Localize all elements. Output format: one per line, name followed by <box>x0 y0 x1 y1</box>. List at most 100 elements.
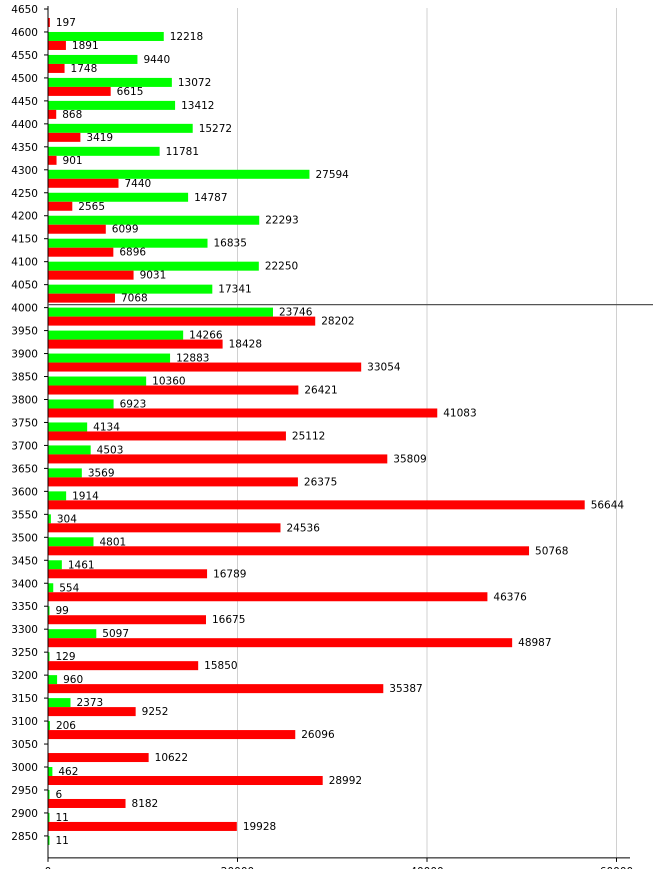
bar-label-4400-series-1: 15272 <box>199 123 232 135</box>
x-tick-label-40000: 40000 <box>410 866 443 869</box>
bar-label-4400-series-2: 3419 <box>86 132 113 144</box>
y-tick-label-3700: 3700 <box>11 440 38 452</box>
bar-label-4350-series-1: 11781 <box>166 146 199 158</box>
bar-label-3600-series-2: 56644 <box>591 499 625 511</box>
y-tick-label-3150: 3150 <box>11 693 38 705</box>
y-tick-label-3000: 3000 <box>11 762 38 774</box>
bar-4150-series-1 <box>48 238 208 248</box>
bar-label-2900-series-2: 19928 <box>243 821 276 833</box>
bar-3150-series-1 <box>48 698 71 708</box>
bar-label-3000-series-2: 28992 <box>329 775 362 787</box>
bar-2900-series-1 <box>48 812 50 822</box>
bar-3350-series-2 <box>48 615 206 625</box>
bar-label-4300-series-1: 27594 <box>315 169 349 181</box>
bar-label-4550-series-2: 1748 <box>71 63 98 75</box>
y-tick-label-3800: 3800 <box>11 394 38 406</box>
y-tick-label-2950: 2950 <box>11 785 38 797</box>
bar-4550-series-2 <box>48 63 65 73</box>
bar-label-2950-series-1: 6 <box>56 789 63 801</box>
y-tick-label-4000: 4000 <box>11 303 38 315</box>
bar-3100-series-2 <box>48 730 296 740</box>
bar-label-3400-series-1: 554 <box>59 582 79 594</box>
bar-label-3800-series-2: 41083 <box>443 407 476 419</box>
bar-label-3950-series-2: 18428 <box>229 339 262 351</box>
bar-label-4600-series-1: 12218 <box>170 31 203 43</box>
bar-label-3750-series-1: 4134 <box>93 421 120 433</box>
y-tick-label-4200: 4200 <box>11 211 38 223</box>
y-tick-label-4450: 4450 <box>11 96 38 108</box>
y-tick-label-4250: 4250 <box>11 188 38 200</box>
bar-3950-series-2 <box>48 339 223 349</box>
y-tick-label-3600: 3600 <box>11 486 38 498</box>
y-tick-label-4100: 4100 <box>11 257 38 269</box>
bar-3450-series-2 <box>48 569 208 579</box>
bar-3350-series-1 <box>48 606 50 616</box>
bar-4100-series-1 <box>48 261 259 271</box>
bar-label-4150-series-1: 16835 <box>214 238 247 250</box>
bar-3700-series-2 <box>48 454 388 464</box>
bar-3650-series-2 <box>48 477 298 487</box>
bar-3250-series-2 <box>48 661 199 671</box>
bar-2900-series-2 <box>48 821 237 831</box>
y-tick-label-4150: 4150 <box>11 234 38 246</box>
bar-label-3350-series-2: 16675 <box>212 614 245 626</box>
bar-label-3550-series-2: 24536 <box>286 522 320 534</box>
bar-label-2900-series-1: 11 <box>56 812 69 824</box>
bar-label-3900-series-2: 33054 <box>367 362 401 374</box>
bar-label-4200-series-1: 22293 <box>265 215 298 227</box>
bar-3200-series-1 <box>48 675 58 685</box>
bar-4200-series-1 <box>48 215 260 225</box>
bar-label-4600-series-2: 1891 <box>72 40 99 52</box>
bar-label-3200-series-1: 960 <box>63 674 83 686</box>
bar-3250-series-1 <box>48 652 50 662</box>
bar-2850-series-1 <box>48 835 50 845</box>
bar-3500-series-1 <box>48 537 94 547</box>
bar-4200-series-2 <box>48 224 106 234</box>
bar-3750-series-2 <box>48 431 286 441</box>
bar-4100-series-2 <box>48 270 134 280</box>
y-tick-label-4500: 4500 <box>11 73 38 85</box>
bar-label-3700-series-1: 4503 <box>97 444 124 456</box>
bar-4300-series-1 <box>48 169 310 179</box>
bar-label-3650-series-2: 26375 <box>304 476 337 488</box>
bar-3200-series-2 <box>48 684 384 694</box>
bar-3300-series-1 <box>48 629 97 639</box>
y-tick-label-4300: 4300 <box>11 165 38 177</box>
y-tick-label-3250: 3250 <box>11 647 38 659</box>
bar-label-3700-series-2: 35809 <box>393 453 426 465</box>
y-tick-label-3100: 3100 <box>11 716 38 728</box>
bar-label-4350-series-2: 901 <box>63 155 83 167</box>
bar-4650-series-2 <box>48 18 50 27</box>
bar-label-3250-series-2: 15850 <box>204 660 237 672</box>
y-tick-label-3750: 3750 <box>11 417 38 429</box>
bar-label-3850-series-2: 26421 <box>304 385 337 397</box>
bar-3600-series-2 <box>48 500 585 510</box>
bar-label-4050-series-2: 7068 <box>121 293 148 305</box>
bar-label-4000-series-1: 23746 <box>279 307 313 319</box>
bar-3700-series-1 <box>48 445 91 455</box>
bar-label-4200-series-2: 6099 <box>112 224 139 236</box>
bar-3550-series-2 <box>48 523 281 533</box>
bar-4300-series-2 <box>48 178 119 188</box>
y-tick-label-3900: 3900 <box>11 349 38 361</box>
bar-label-4450-series-2: 868 <box>62 109 82 121</box>
bar-label-3150-series-1: 2373 <box>76 697 103 709</box>
y-tick-label-3950: 3950 <box>11 326 38 338</box>
bar-3400-series-1 <box>48 583 54 593</box>
bar-label-3300-series-2: 48987 <box>518 637 551 649</box>
bar-label-2950-series-2: 8182 <box>132 798 159 810</box>
bar-label-4250-series-1: 14787 <box>194 192 227 204</box>
bar-4450-series-2 <box>48 109 57 119</box>
bar-4600-series-1 <box>48 31 164 41</box>
y-tick-label-3300: 3300 <box>11 624 38 636</box>
bar-4500-series-2 <box>48 86 111 96</box>
bar-3800-series-2 <box>48 408 438 418</box>
bar-3850-series-2 <box>48 385 299 395</box>
bar-label-3600-series-1: 1914 <box>72 490 99 502</box>
y-tick-label-3400: 3400 <box>11 578 38 590</box>
bar-label-4100-series-1: 22250 <box>265 261 298 273</box>
y-tick-label-4400: 4400 <box>11 119 38 131</box>
x-tick-label-20000: 20000 <box>221 866 254 869</box>
y-tick-label-4650: 4650 <box>11 4 38 16</box>
bar-label-3100-series-1: 206 <box>56 720 76 732</box>
